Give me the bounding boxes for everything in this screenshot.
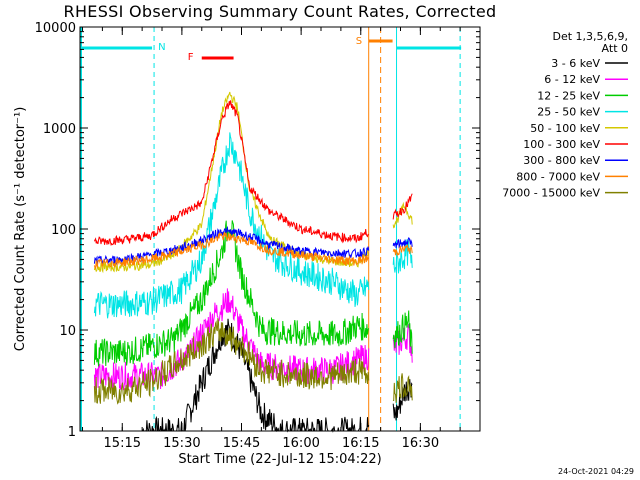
legend-label: 7000 - 15000 keV [502, 187, 600, 200]
x-tick-label: 15:45 [223, 436, 260, 451]
y-axis-label: Corrected Count Rate (s⁻¹ detector⁻¹) [13, 107, 28, 352]
series-8 [93, 232, 413, 270]
legend-label: 25 - 50 keV [537, 106, 600, 119]
y-tick-label: 1 [68, 425, 76, 440]
series-line-5 [93, 91, 413, 274]
annotation-flare: F [188, 52, 194, 63]
legend-label: 12 - 25 keV [537, 89, 600, 102]
legend: Det 1,3,5,6,9,Att 03 - 6 keV 6 - 12 keV 12… [502, 30, 628, 200]
series-line-7 [93, 225, 413, 266]
annotation-saa: S [356, 36, 362, 47]
legend-label: 100 - 300 keV [523, 138, 600, 151]
series-9 [93, 318, 413, 405]
legend-label: 3 - 6 keV [551, 57, 600, 70]
x-tick-label: 15:15 [104, 436, 141, 451]
legend-label: 800 - 7000 keV [516, 170, 600, 183]
axes: 1 10 100 1000 10000 15:15 15:30 15:45 16:00 16:15… [13, 21, 481, 467]
annotation-night: N [158, 42, 165, 53]
series-line-4 [93, 132, 413, 319]
y-tick-label: 100 [51, 223, 76, 238]
series-line-6 [93, 100, 413, 247]
y-tick-label: 10 [59, 324, 76, 339]
series-line-8 [93, 232, 413, 270]
legend-label: 300 - 800 keV [523, 154, 600, 167]
series-5 [93, 91, 413, 274]
series-4 [93, 132, 413, 319]
legend-label: 50 - 100 keV [530, 122, 600, 135]
x-tick-label: 16:30 [402, 436, 439, 451]
legend-header: Det 1,3,5,6,9, [552, 30, 628, 43]
legend-header: Att 0 [602, 42, 628, 55]
timestamp-stamp: 24-Oct-2021 04:29 [558, 467, 634, 476]
series-line-9 [93, 318, 413, 405]
x-tick-label: 16:00 [282, 436, 319, 451]
series-6 [93, 100, 413, 247]
series-7 [93, 225, 413, 266]
chart-title: RHESSI Observing Summary Count Rates, Co… [63, 2, 497, 21]
y-tick-label: 1000 [43, 122, 76, 137]
plot-area: N F S [80, 27, 462, 433]
x-tick-label: 16:15 [342, 436, 379, 451]
y-tick-label: 10000 [35, 21, 76, 36]
legend-label: 6 - 12 keV [544, 73, 600, 86]
x-axis-label: Start Time (22-Jul-12 15:04:22) [178, 452, 381, 467]
x-tick-label: 15:30 [163, 436, 200, 451]
